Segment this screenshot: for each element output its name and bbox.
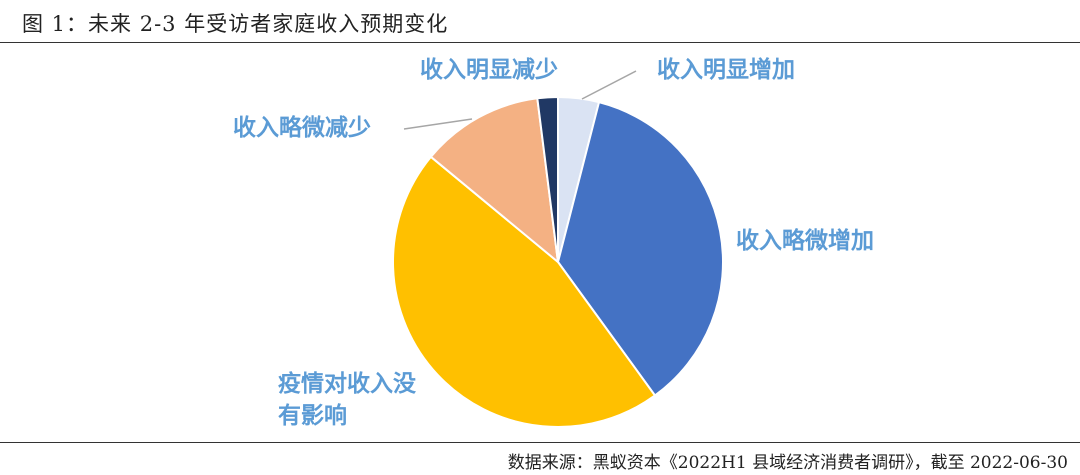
slice-label: 收入略微增加 — [736, 228, 874, 254]
pie-slice — [429, 97, 560, 265]
slice-label: 收入略微减少 — [233, 115, 371, 141]
rule — [0, 42, 1080, 43]
leader-line — [403, 118, 473, 130]
leader-line — [581, 70, 637, 100]
pie-slice — [536, 95, 559, 263]
slice-label: 疫情对收入没有影响 — [278, 371, 416, 429]
slice-label: 收入明显减少 — [420, 57, 558, 83]
source-note: 数据来源：黑蚁资本《2022H1 县域经济消费者调研》，截至 2022-06-3… — [507, 453, 1068, 473]
pie-slice — [392, 155, 657, 428]
rule — [0, 442, 1080, 443]
pie-slice — [556, 100, 724, 397]
slice-label: 收入明显增加 — [657, 57, 795, 83]
chart-title: 图 1：未来 2-3 年受访者家庭收入预期变化 — [22, 12, 449, 36]
